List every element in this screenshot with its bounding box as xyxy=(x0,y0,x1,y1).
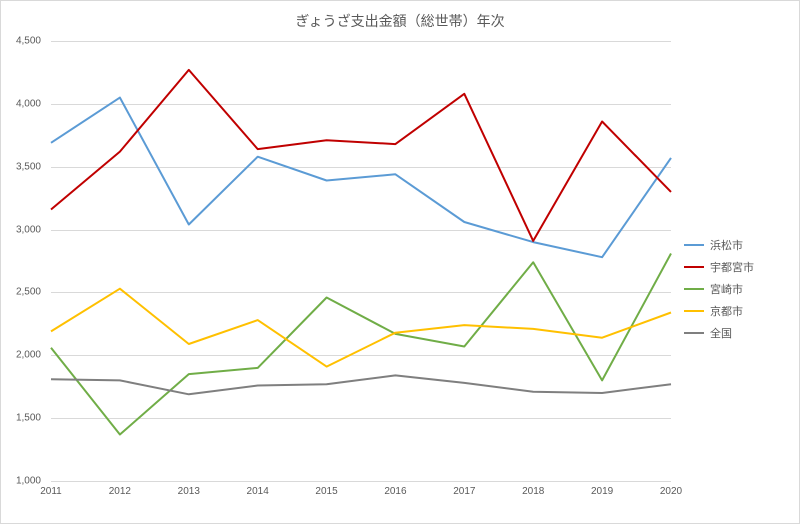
y-axis: 1,0001,5002,0002,5003,0003,5004,0004,500 xyxy=(1,41,46,481)
y-tick-label: 3,000 xyxy=(16,224,41,235)
x-tick-label: 2017 xyxy=(453,486,475,497)
legend-swatch xyxy=(684,310,704,312)
chart-container: ぎょうざ支出金額（総世帯）年次 1,000 1,500 2,000 2,500 3,00… xyxy=(0,0,800,524)
legend-label: 全国 xyxy=(710,325,732,341)
y-tick-label: 2,000 xyxy=(16,350,41,361)
series-line xyxy=(51,70,671,241)
grid-line xyxy=(51,481,671,482)
y-tick-label: 1,500 xyxy=(16,413,41,424)
y-tick-label: 4,000 xyxy=(16,98,41,109)
legend-item: 宇都宮市 xyxy=(684,259,784,275)
y-tick-label: 2,500 xyxy=(16,287,41,298)
legend-item: 全国 xyxy=(684,325,784,341)
legend-label: 京都市 xyxy=(710,303,743,319)
x-tick-label: 2013 xyxy=(178,486,200,497)
x-tick-label: 2014 xyxy=(247,486,269,497)
x-tick-label: 2015 xyxy=(315,486,337,497)
legend-swatch xyxy=(684,288,704,290)
x-tick-label: 2019 xyxy=(591,486,613,497)
y-tick-label: 4,500 xyxy=(16,36,41,47)
x-tick-label: 2011 xyxy=(40,486,62,497)
legend-swatch xyxy=(684,332,704,334)
y-tick-label: 3,500 xyxy=(16,161,41,172)
x-axis: 2011201220132014201520162017201820192020 xyxy=(51,486,671,506)
legend: 浜松市宇都宮市宮崎市京都市全国 xyxy=(684,231,784,347)
y-tick-label: 1,000 xyxy=(16,476,41,487)
legend-label: 浜松市 xyxy=(710,237,743,253)
legend-swatch xyxy=(684,244,704,246)
series-line xyxy=(51,254,671,435)
legend-label: 宮崎市 xyxy=(710,281,743,297)
chart-title: ぎょうざ支出金額（総世帯）年次 xyxy=(1,11,799,31)
legend-item: 京都市 xyxy=(684,303,784,319)
plot-area xyxy=(51,41,671,481)
x-tick-label: 2016 xyxy=(384,486,406,497)
legend-swatch xyxy=(684,266,704,268)
chart-lines xyxy=(51,41,671,481)
x-tick-label: 2018 xyxy=(522,486,544,497)
legend-item: 宮崎市 xyxy=(684,281,784,297)
legend-item: 浜松市 xyxy=(684,237,784,253)
x-tick-label: 2020 xyxy=(660,486,682,497)
legend-label: 宇都宮市 xyxy=(710,259,754,275)
x-tick-label: 2012 xyxy=(109,486,131,497)
series-line xyxy=(51,375,671,394)
series-line xyxy=(51,289,671,367)
